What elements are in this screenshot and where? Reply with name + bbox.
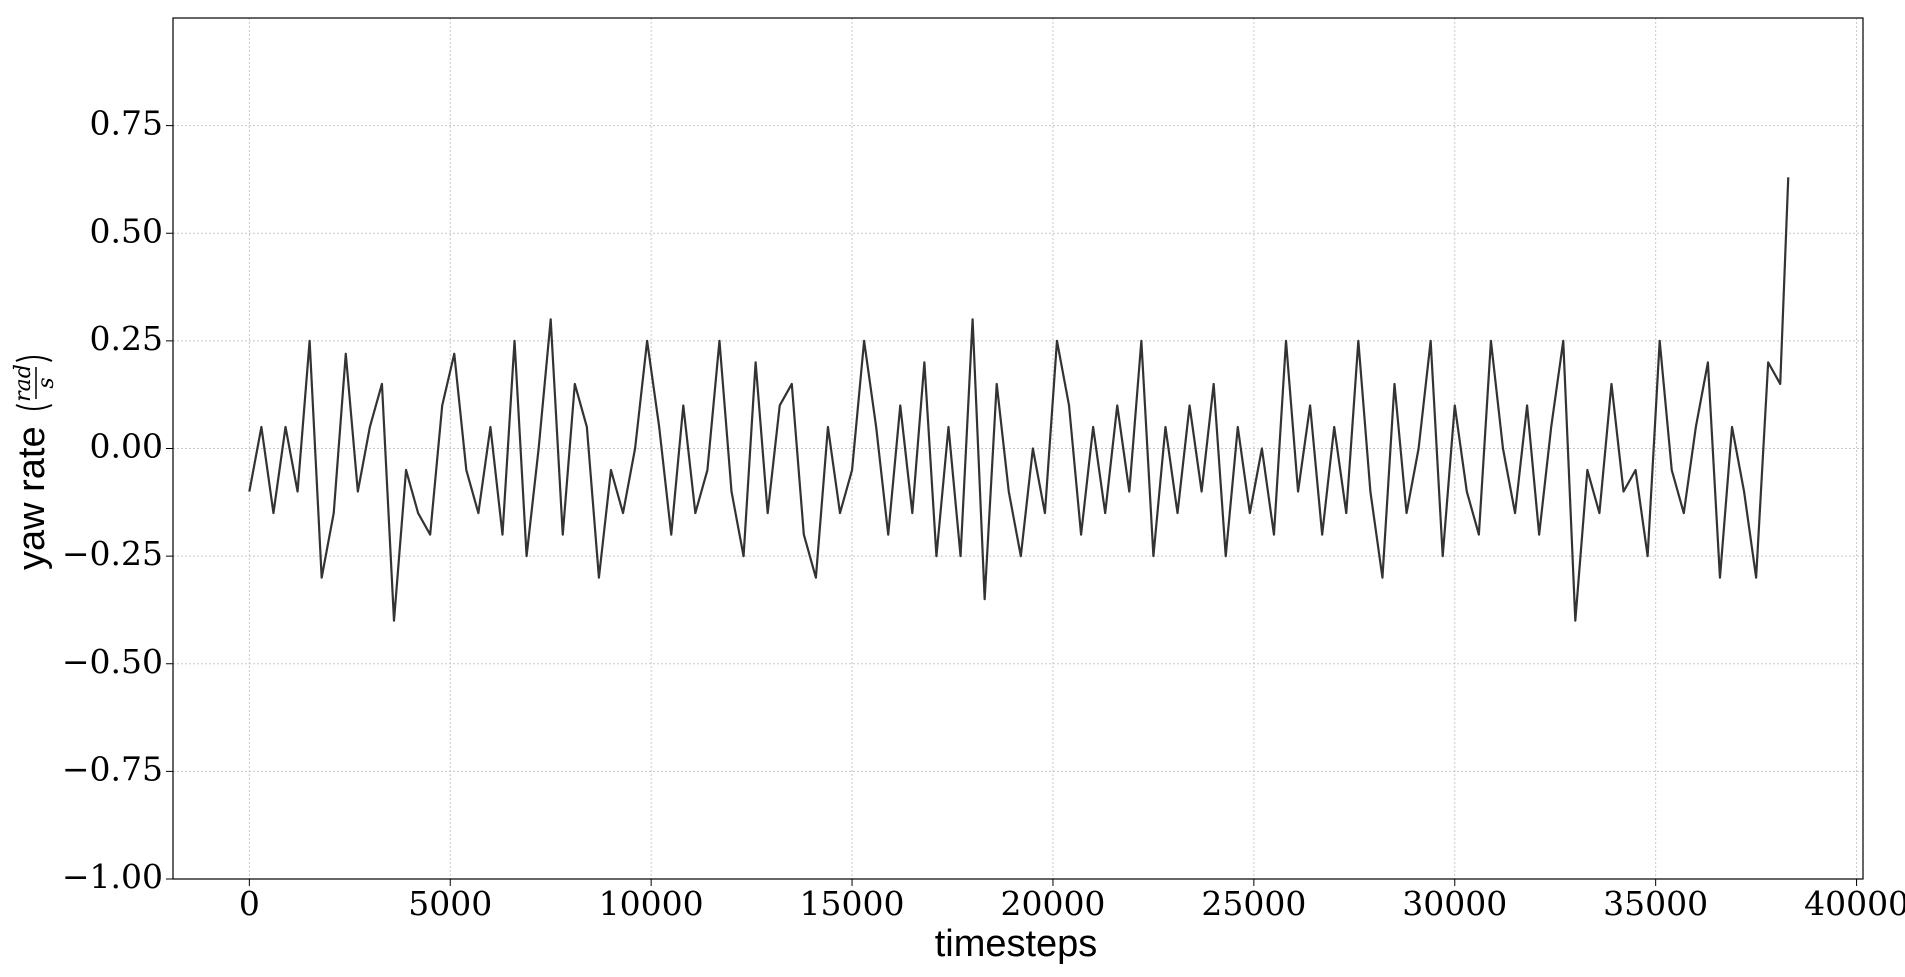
y-tick-label: −0.75: [62, 749, 163, 788]
x-tick-label: 0: [239, 884, 260, 923]
data-line: [248, 177, 1790, 622]
unit-denominator: s: [34, 377, 59, 388]
x-axis-label: timesteps: [935, 923, 1098, 965]
x-tick-label: 10000: [599, 884, 704, 923]
paren-open: [15, 404, 53, 410]
x-tick-label: 40000: [1804, 884, 1905, 923]
plot-frame: [172, 17, 1864, 880]
y-tick-label: 0.50: [90, 211, 163, 250]
x-tick-label: 5000: [408, 884, 492, 923]
y-axis-label-group: yaw rate rad s: [11, 356, 59, 570]
y-tick-label: 0.25: [90, 319, 163, 358]
y-tick-label: −1.00: [62, 857, 163, 896]
x-tick-label: 30000: [1402, 884, 1507, 923]
y-axis-label: yaw rate: [11, 426, 53, 570]
x-tick-label: 15000: [800, 884, 905, 923]
paren-close: [15, 356, 53, 362]
x-tick-label: 20000: [1000, 884, 1105, 923]
x-tick-label: 35000: [1603, 884, 1708, 923]
y-tick-label: 0.75: [90, 104, 163, 143]
unit-numerator: rad: [11, 364, 36, 402]
y-tick-label: −0.50: [62, 642, 163, 681]
y-tick-label: 0.00: [90, 427, 163, 466]
y-tick-label: −0.25: [62, 534, 163, 573]
x-tick-label: 25000: [1201, 884, 1306, 923]
